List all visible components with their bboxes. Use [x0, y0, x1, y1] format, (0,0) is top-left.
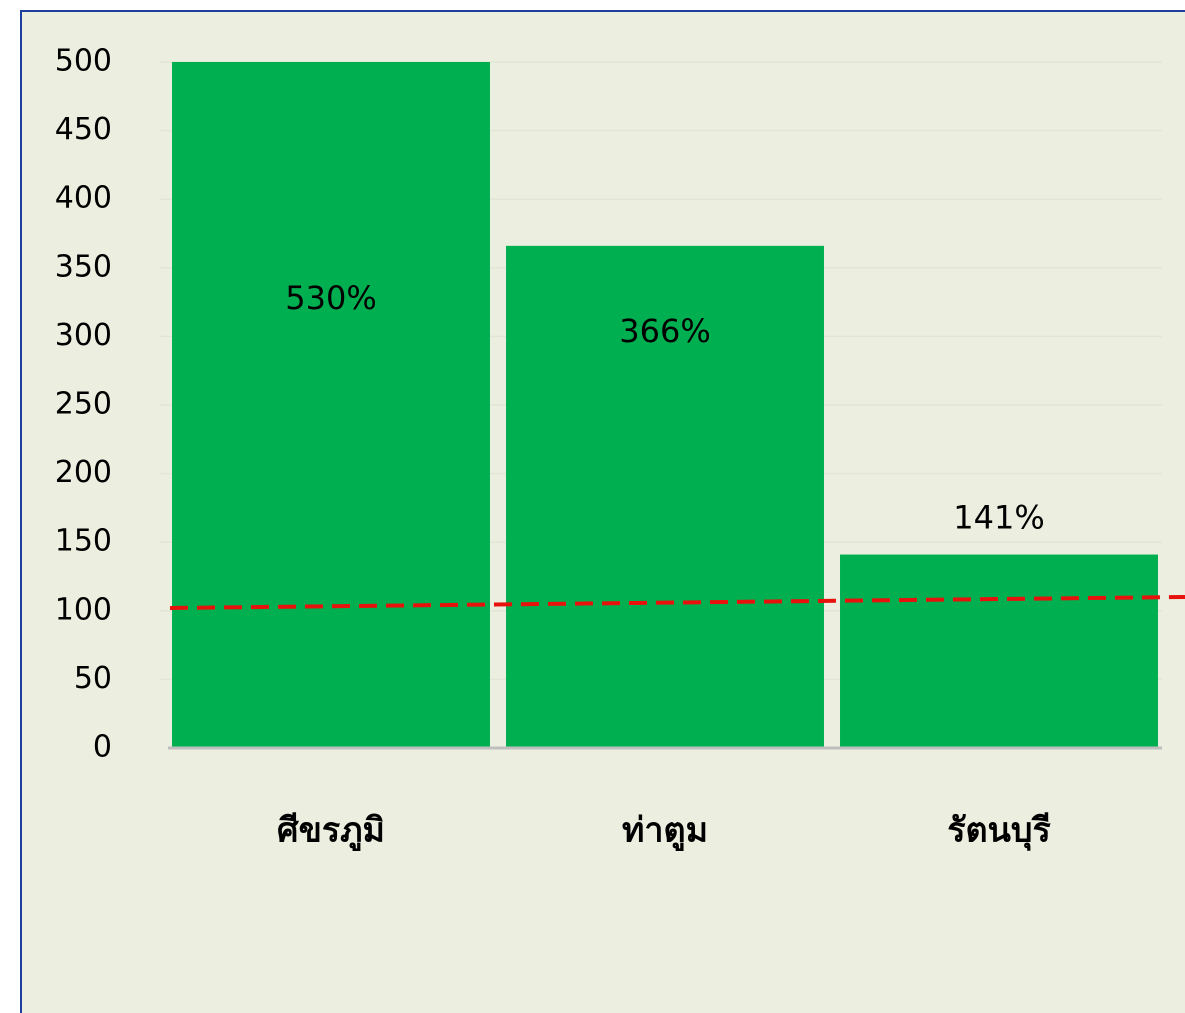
y-tick-label: 150: [55, 524, 112, 559]
bar: [506, 245, 824, 748]
y-tick-label: 0: [93, 730, 112, 765]
y-tick-label: 450: [55, 112, 112, 147]
y-tick-label: 300: [55, 318, 112, 353]
data-label: 366%: [619, 312, 710, 350]
x-tick-label: รัตนบุรี: [947, 811, 1051, 852]
data-label: 530%: [285, 279, 376, 317]
y-tick-label: 400: [55, 181, 112, 216]
y-tick-label: 250: [55, 387, 112, 422]
data-label: 141%: [953, 499, 1044, 537]
x-tick-label: ศีขรภูมิ: [277, 811, 385, 852]
bar: [172, 62, 490, 748]
y-tick-label: 350: [55, 249, 112, 284]
bar: [840, 554, 1158, 748]
reference-line: [169, 595, 1185, 610]
y-tick-label: 100: [55, 592, 112, 627]
y-tick-label: 500: [55, 44, 112, 79]
y-tick-label: 200: [55, 455, 112, 490]
x-tick-label: ท่าตูม: [622, 811, 708, 852]
y-tick-label: 50: [74, 661, 112, 696]
